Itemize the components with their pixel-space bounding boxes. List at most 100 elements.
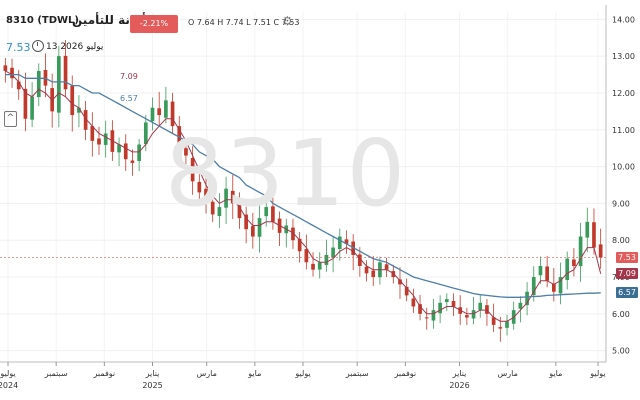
candle-body [538,265,543,276]
last-price-tag: 7.53 [616,252,638,263]
candle-body [77,107,81,113]
candle-body [451,301,456,307]
candle-body [123,143,128,160]
candle-body [438,302,442,314]
candle-body [244,214,248,230]
candle-body [224,188,228,208]
candle-body [498,327,503,329]
candle-body [117,144,121,153]
candle-body [531,277,536,296]
long-moving-average-line [5,73,601,298]
candle-body [291,227,295,241]
candle-body [57,56,61,113]
symbol-code: 8310 (TDWL) [6,15,79,26]
candle-body [250,226,255,237]
y-tick-label: 9.00 [612,199,630,208]
candle-body [344,239,349,244]
gear-icon[interactable]: ⚙ [282,14,293,28]
candle-body [137,144,141,161]
candle-body [578,236,583,267]
candle-body [30,96,34,120]
candle-body [431,310,436,321]
candle-body [478,302,483,311]
candlestick-series [3,40,603,342]
candle-body [331,247,335,258]
candle-body [237,202,242,219]
x-tick-label: سبتمبر [345,369,369,378]
candle-body [398,279,402,285]
candle-body [444,299,449,303]
candle-body [598,244,603,258]
candle-body [404,286,409,296]
x-tick-year: 2025 [142,381,162,390]
chart-date: 13 يوليو 2026 [46,42,104,52]
candle-body [358,254,362,266]
y-axis-ticks: 14.0013.0012.0011.0010.009.008.007.006.0… [612,15,635,355]
clock-icon [32,40,44,52]
x-tick-label: مايو [247,369,261,378]
candle-body [83,110,88,130]
candle-body [3,65,8,71]
candle-body [264,207,269,217]
candle-body [143,122,148,145]
y-tick-label: 5.00 [612,347,630,356]
y-tick-label: 11.00 [612,126,635,135]
x-tick-label: نوفمبر [93,369,116,378]
candle-body [491,317,496,325]
candle-body [304,249,309,263]
candle-body [592,222,596,248]
candle-body [558,277,563,294]
symbol-watermark: 8310 [165,120,408,227]
ohlc-readout: O 7.64 H 7.74 L 7.51 C 7.53 [188,18,300,27]
candle-body [565,258,570,281]
candle-body [170,101,175,127]
candle-body [190,158,195,182]
candle-body [384,264,389,270]
candle-body [90,126,95,141]
x-tick-label: مايو [548,369,562,378]
candle-body [364,266,369,274]
candle-body [63,55,68,90]
candle-body [70,85,75,116]
grid-lines [0,12,606,362]
x-tick-label: نوفمبر [394,369,417,378]
short-moving-average-line [5,70,602,322]
candle-body [545,266,549,281]
candle-body [177,126,182,145]
last-price: 7.53 [6,41,31,54]
candle-body [23,88,28,119]
candle-body [411,298,416,307]
candle-body [525,291,529,306]
x-tick-label: سبتمبر [44,369,68,378]
candle-body [10,67,14,79]
candle-body [230,190,235,204]
x-tick-label: يناير [145,369,160,378]
x-tick-label: مارس [498,369,518,378]
candle-body [518,302,523,309]
candle-body [424,317,429,319]
candle-body [197,181,202,193]
candle-body [204,188,208,204]
long-ma-tag: 6.57 [616,287,638,299]
company-name: أمانة للتأمين [72,13,146,27]
candle-body [317,262,322,270]
candle-body [97,138,101,145]
x-tick-label: يوليو [0,369,16,378]
candle-body [297,238,302,252]
y-tick-label: 12.00 [612,89,635,98]
candle-body [465,315,469,318]
x-tick-label: يوليو [294,369,310,378]
candle-body [371,270,376,278]
candle-body [103,133,108,145]
candle-body [157,108,162,116]
candle-body [324,254,329,265]
candle-body [505,321,509,328]
chevron-down-icon[interactable]: ^ [4,111,17,127]
candle-body [551,283,556,292]
candle-body [36,70,41,98]
candle-body [217,207,222,217]
indicator1-value: 7.09 [120,72,138,81]
candle-body [585,221,590,238]
candle-body [257,218,262,237]
